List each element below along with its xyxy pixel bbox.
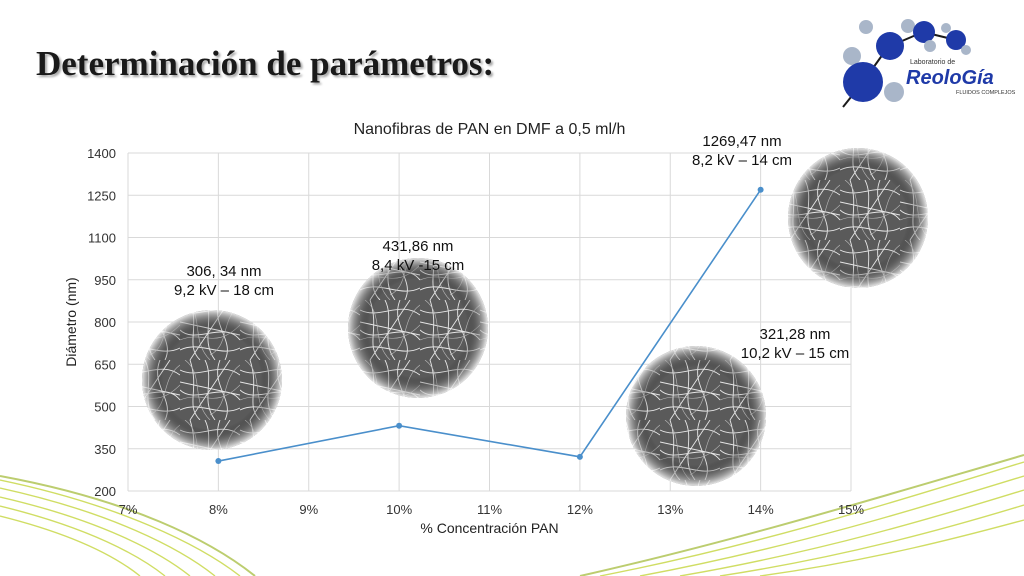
sem-image-10pct bbox=[348, 258, 488, 398]
x-tick-label: 7% bbox=[119, 502, 138, 517]
lab-logo: Laboratorio de ReoloGía FLUIDOS COMPLEJO… bbox=[842, 19, 1016, 108]
y-tick-label: 350 bbox=[94, 442, 116, 457]
x-tick-label: 10% bbox=[386, 502, 412, 517]
logo-brand: ReoloGía bbox=[906, 67, 994, 89]
slide-title: Determinación de parámetros: bbox=[36, 44, 495, 83]
y-tick-label: 800 bbox=[94, 315, 116, 330]
sem-image-12pct bbox=[626, 346, 766, 486]
annotation-line: 8,4 kV -15 cm bbox=[372, 257, 465, 274]
x-tick-label: 12% bbox=[567, 502, 593, 517]
y-tick-label: 650 bbox=[94, 357, 116, 372]
annotation-line: 431,86 nm bbox=[383, 238, 454, 255]
y-tick-label: 1400 bbox=[87, 146, 116, 161]
data-point bbox=[757, 186, 764, 193]
annotation-line: 321,28 nm bbox=[760, 326, 831, 343]
annotation-line: 8,2 kV – 14 cm bbox=[692, 152, 792, 169]
annotation-line: 9,2 kV – 18 cm bbox=[174, 282, 274, 299]
y-tick-label: 1100 bbox=[88, 231, 116, 246]
series-layer bbox=[215, 186, 764, 465]
x-tick-label: 11% bbox=[477, 502, 502, 517]
x-axis-ticks: 7% 8% 9% 10% 11% 12% 13% 14% 15% bbox=[119, 502, 865, 517]
chart-title: Nanofibras de PAN en DMF a 0,5 ml/h bbox=[354, 121, 626, 138]
sem-images bbox=[142, 148, 928, 486]
x-tick-label: 8% bbox=[209, 502, 228, 517]
x-tick-label: 15% bbox=[838, 502, 864, 517]
x-tick-label: 13% bbox=[657, 502, 683, 517]
data-point bbox=[576, 453, 583, 460]
y-tick-label: 200 bbox=[94, 484, 116, 499]
data-point bbox=[396, 422, 403, 429]
sem-image-8pct bbox=[142, 310, 282, 450]
molecule-icon bbox=[842, 19, 971, 108]
x-tick-label: 14% bbox=[748, 502, 774, 517]
annotation-line: 306, 34 nm bbox=[186, 263, 261, 280]
y-tick-label: 500 bbox=[94, 400, 116, 415]
y-axis-ticks: 200 350 500 650 800 950 1100 1250 1400 bbox=[87, 146, 116, 499]
y-tick-label: 950 bbox=[94, 273, 116, 288]
logo-tagline: FLUIDOS COMPLEJOS bbox=[956, 90, 1016, 96]
y-tick-label: 1250 bbox=[87, 188, 116, 203]
y-axis-label: Diámetro (nm) bbox=[63, 277, 79, 366]
annotation-line: 10,2 kV – 15 cm bbox=[741, 345, 849, 362]
x-axis-label: % Concentración PAN bbox=[420, 520, 558, 536]
annotation-line: 1269,47 nm bbox=[702, 133, 781, 150]
logo-line1: Laboratorio de bbox=[910, 59, 955, 66]
data-point bbox=[215, 458, 222, 465]
series-line bbox=[218, 189, 762, 462]
annotations: 306, 34 nm 9,2 kV – 18 cm 431,86 nm 8,4 kV … bbox=[174, 133, 849, 362]
sem-image-14pct bbox=[788, 148, 928, 288]
x-tick-label: 9% bbox=[299, 502, 318, 517]
